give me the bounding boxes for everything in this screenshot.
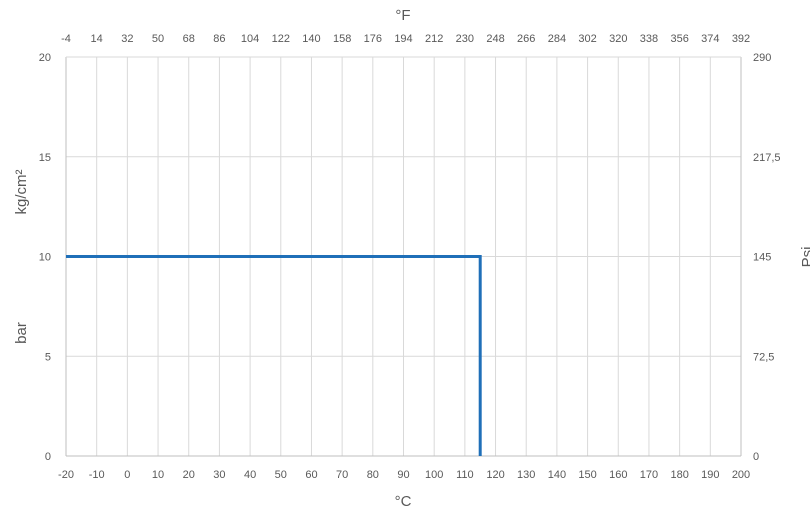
x2-tick-label: 140 <box>302 33 320 45</box>
x2-tick-label: -4 <box>61 33 71 45</box>
x2-tick-label: 212 <box>425 33 443 45</box>
x2-tick-label: 302 <box>578 33 596 45</box>
x2-tick-label: 68 <box>183 33 195 45</box>
x-tick-label: 30 <box>213 469 225 481</box>
y-tick-label: 0 <box>45 451 51 463</box>
x-tick-label: 10 <box>152 469 164 481</box>
x-tick-label: 180 <box>670 469 688 481</box>
x2-tick-label: 374 <box>701 33 719 45</box>
x-tick-label: -10 <box>89 469 105 481</box>
y-tick-label: 20 <box>39 52 51 64</box>
x-tick-label: 100 <box>425 469 443 481</box>
x-tick-label: 80 <box>367 469 379 481</box>
x-tick-label: 150 <box>578 469 596 481</box>
x2-tick-label: 194 <box>394 33 412 45</box>
x-tick-label: 120 <box>486 469 504 481</box>
x2-tick-label: 50 <box>152 33 164 45</box>
x-tick-label: 160 <box>609 469 627 481</box>
x-tick-label: 20 <box>183 469 195 481</box>
y2-tick-label: 217,5 <box>753 152 781 164</box>
x2-tick-label: 320 <box>609 33 627 45</box>
y-tick-label: 15 <box>39 152 51 164</box>
x2-tick-label: 32 <box>121 33 133 45</box>
x2-tick-label: 104 <box>241 33 259 45</box>
x2-tick-label: 14 <box>91 33 103 45</box>
y2-axis-title: Psi <box>799 247 810 268</box>
x-tick-label: 140 <box>548 469 566 481</box>
series-group <box>66 255 482 456</box>
x2-axis-title: °F <box>395 7 410 24</box>
x-tick-label: 200 <box>732 469 750 481</box>
x-tick-label: 50 <box>275 469 287 481</box>
tick-labels: -20-4-1014032105020683086401045012260140… <box>39 33 781 481</box>
x2-tick-label: 284 <box>548 33 566 45</box>
x2-tick-label: 392 <box>732 33 750 45</box>
x2-tick-label: 230 <box>456 33 474 45</box>
x2-tick-label: 356 <box>670 33 688 45</box>
y-axis-title-kg: kg/cm² <box>13 169 30 214</box>
x2-tick-label: 338 <box>640 33 658 45</box>
series-line <box>66 255 482 456</box>
x2-tick-label: 176 <box>364 33 382 45</box>
x2-tick-label: 122 <box>272 33 290 45</box>
y-axis-title-bar: bar <box>13 322 30 344</box>
x-tick-label: 170 <box>640 469 658 481</box>
x-tick-label: 90 <box>397 469 409 481</box>
x-tick-label: 60 <box>305 469 317 481</box>
y-tick-label: 5 <box>45 351 51 363</box>
x-tick-label: 70 <box>336 469 348 481</box>
x-axis-title: °C <box>395 493 412 510</box>
x2-tick-label: 158 <box>333 33 351 45</box>
y2-tick-label: 290 <box>753 52 771 64</box>
x-tick-label: 40 <box>244 469 256 481</box>
x-tick-label: -20 <box>58 469 74 481</box>
x2-tick-label: 86 <box>213 33 225 45</box>
y2-tick-label: 72,5 <box>753 351 774 363</box>
x-tick-label: 190 <box>701 469 719 481</box>
y-tick-label: 10 <box>39 252 51 264</box>
x-tick-label: 130 <box>517 469 535 481</box>
x-tick-label: 110 <box>456 469 474 481</box>
y2-tick-label: 0 <box>753 451 759 463</box>
x2-tick-label: 248 <box>486 33 504 45</box>
y2-tick-label: 145 <box>753 252 771 264</box>
x2-tick-label: 266 <box>517 33 535 45</box>
x-tick-label: 0 <box>124 469 130 481</box>
